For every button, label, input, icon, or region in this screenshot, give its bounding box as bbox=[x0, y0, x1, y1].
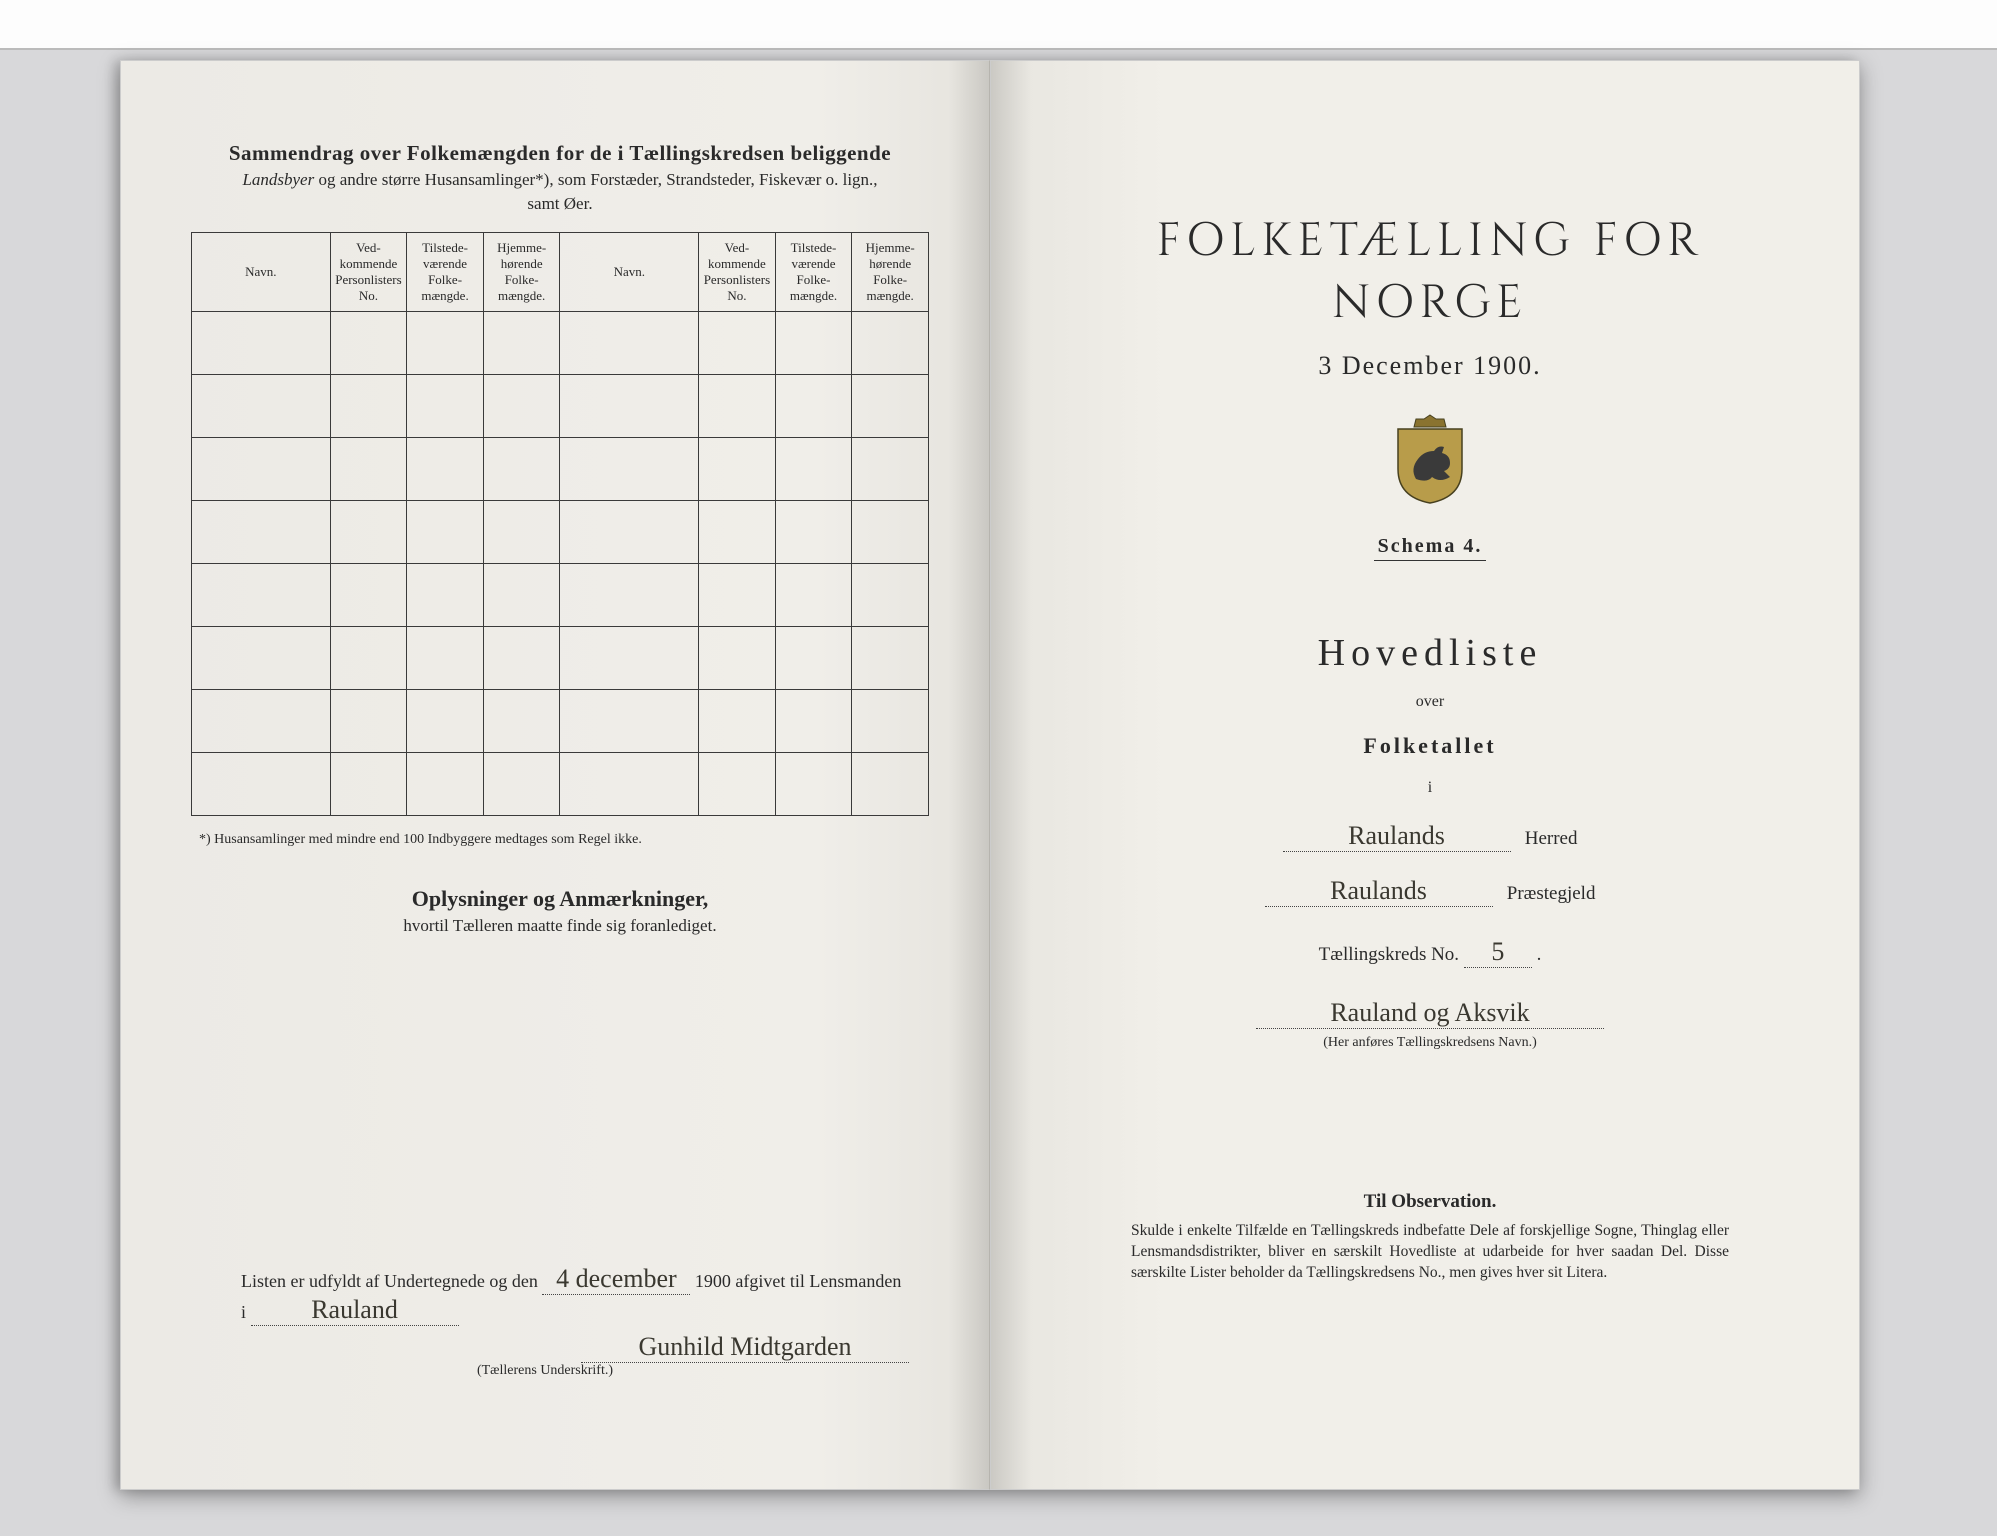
kreds-no-line: Tællingskreds No. 5 . bbox=[1061, 937, 1799, 968]
sig-name: Gunhild Midtgarden bbox=[581, 1332, 909, 1363]
summary-title: Sammendrag over Folkemængden for de i Tæ… bbox=[191, 141, 929, 166]
col-tilstede-2: Tilstede- værende Folke- mængde. bbox=[775, 233, 852, 312]
table-row bbox=[192, 312, 929, 375]
col-tilstede: Tilstede- værende Folke- mængde. bbox=[407, 233, 484, 312]
table-row bbox=[192, 375, 929, 438]
sig-caption: (Tællerens Underskrift.) bbox=[241, 1363, 849, 1379]
left-page: Sammendrag over Folkemængden for de i Tæ… bbox=[120, 60, 990, 1490]
schema-label: Schema 4. bbox=[1374, 535, 1487, 561]
kreds-label: Tællingskreds No. bbox=[1319, 944, 1459, 965]
kreds-no: 5 bbox=[1464, 937, 1532, 968]
col-hjemme-2: Hjemme- hørende Folke- mængde. bbox=[852, 233, 929, 312]
gutter-shadow bbox=[991, 61, 1031, 1489]
footnote: *) Husansamlinger med mindre end 100 Ind… bbox=[199, 832, 929, 848]
remarks-title: Oplysninger og Anmærkninger, bbox=[191, 886, 929, 912]
table-row bbox=[192, 438, 929, 501]
sig-prefix: Listen er udfyldt af Undertegnede og den bbox=[241, 1271, 538, 1291]
table-body bbox=[192, 312, 929, 816]
observation-title: Til Observation. bbox=[1061, 1191, 1799, 1213]
herred-value: Raulands bbox=[1283, 821, 1511, 852]
sig-place: Rauland bbox=[251, 1295, 459, 1326]
praestegjeld-line: Raulands Præstegjeld bbox=[1061, 876, 1799, 907]
kreds-name-value: Rauland og Aksvik bbox=[1256, 998, 1604, 1029]
table-row bbox=[192, 501, 929, 564]
coat-of-arms-icon bbox=[1388, 409, 1472, 505]
table-header-row: Navn. Ved- kommende Personlisters No. Ti… bbox=[192, 233, 929, 312]
right-page: FOLKETÆLLING FOR NORGE 3 December 1900. … bbox=[990, 60, 1860, 1490]
main-title: FOLKETÆLLING FOR NORGE bbox=[1061, 211, 1799, 335]
top-white-strip bbox=[0, 0, 1997, 50]
observation-body: Skulde i enkelte Tilfælde en Tællingskre… bbox=[1131, 1221, 1729, 1284]
hovedliste-title: Hovedliste bbox=[1061, 631, 1799, 675]
book-spread: Sammendrag over Folkemængden for de i Tæ… bbox=[120, 60, 1860, 1490]
kreds-caption: (Her anføres Tællingskredsens Navn.) bbox=[1061, 1035, 1799, 1051]
table-row bbox=[192, 564, 929, 627]
praeste-label: Præstegjeld bbox=[1507, 883, 1596, 904]
summary-sub-rest: og andre større Husansamlinger*), som Fo… bbox=[314, 170, 877, 189]
signature-block: Listen er udfyldt af Undertegnede og den… bbox=[241, 1264, 909, 1379]
sig-date: 4 december bbox=[542, 1264, 690, 1295]
summary-table: Navn. Ved- kommende Personlisters No. Ti… bbox=[191, 232, 929, 816]
over-label: over bbox=[1061, 693, 1799, 711]
table-row bbox=[192, 690, 929, 753]
kreds-name-line: Rauland og Aksvik bbox=[1061, 998, 1799, 1029]
summary-sub-line2: samt Øer. bbox=[191, 194, 929, 214]
remarks-sub: hvortil Tælleren maatte finde sig foranl… bbox=[191, 916, 929, 936]
herred-label: Herred bbox=[1525, 828, 1578, 849]
table-row bbox=[192, 753, 929, 816]
folketallet-label: Folketallet bbox=[1061, 733, 1799, 759]
col-ved-2: Ved- kommende Personlisters No. bbox=[699, 233, 776, 312]
col-ved: Ved- kommende Personlisters No. bbox=[330, 233, 407, 312]
herred-line: Raulands Herred bbox=[1061, 821, 1799, 852]
summary-sub-italic: Landsbyer bbox=[242, 170, 314, 189]
gutter-shadow bbox=[949, 61, 989, 1489]
summary-subtitle: Landsbyer og andre større Husansamlinger… bbox=[191, 170, 929, 190]
census-date: 3 December 1900. bbox=[1061, 351, 1799, 381]
praeste-value: Raulands bbox=[1265, 876, 1493, 907]
sig-year: 1900 bbox=[695, 1271, 731, 1291]
i-label: i bbox=[1061, 779, 1799, 797]
col-navn: Navn. bbox=[192, 233, 331, 312]
table-row bbox=[192, 627, 929, 690]
col-hjemme: Hjemme- hørende Folke- mængde. bbox=[483, 233, 560, 312]
col-navn-2: Navn. bbox=[560, 233, 699, 312]
